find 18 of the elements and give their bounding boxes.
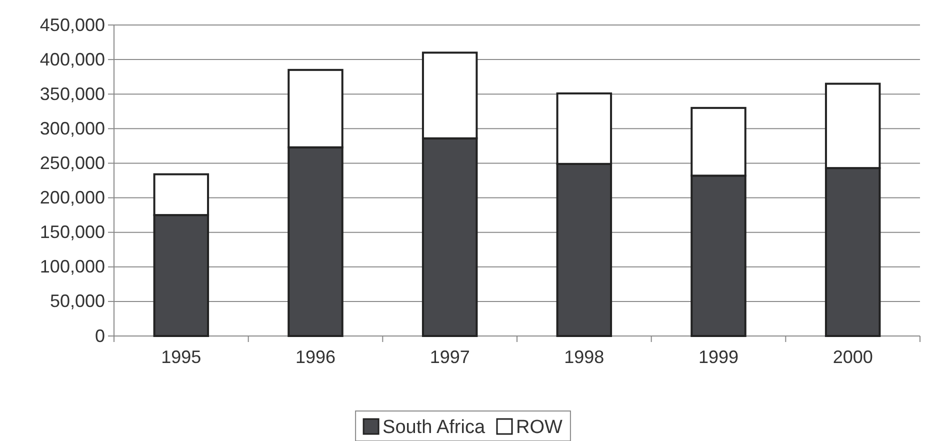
x-tick-label: 1998 <box>564 346 604 367</box>
y-tick-label: 400,000 <box>40 49 105 70</box>
x-tick-label: 2000 <box>832 346 873 367</box>
y-tick-label: 450,000 <box>40 14 105 35</box>
y-tick-label: 0 <box>94 326 105 346</box>
y-tick-label: 200,000 <box>40 188 105 208</box>
y-tick-label: 100,000 <box>40 256 105 277</box>
y-tick-label: 300,000 <box>40 118 105 138</box>
y-tick-label: 350,000 <box>40 84 105 104</box>
y-tick-label: 250,000 <box>40 152 105 173</box>
y-tick-label: 150,000 <box>40 222 105 242</box>
x-tick-label: 1999 <box>698 346 739 367</box>
x-tick-label: 1996 <box>295 346 336 367</box>
y-tick-label: 50,000 <box>50 291 105 312</box>
x-tick-label: 1995 <box>161 346 202 367</box>
legend-label: ROW <box>516 417 563 438</box>
legend-label: South Africa <box>382 417 486 438</box>
x-tick-label: 1997 <box>430 346 470 367</box>
